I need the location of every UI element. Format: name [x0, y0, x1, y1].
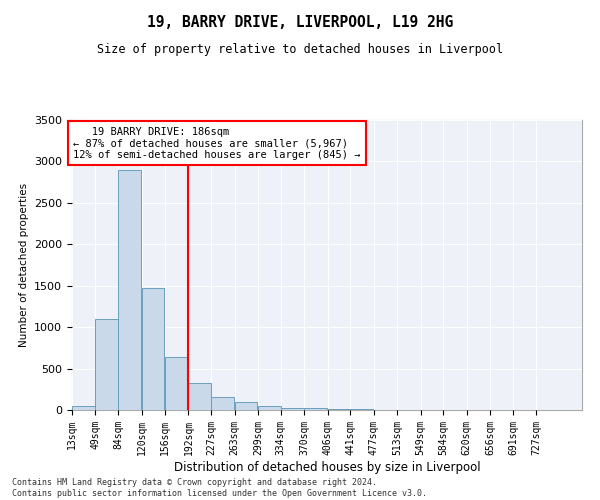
Text: 19 BARRY DRIVE: 186sqm
← 87% of detached houses are smaller (5,967)
12% of semi-: 19 BARRY DRIVE: 186sqm ← 87% of detached…	[73, 126, 361, 160]
Bar	[258, 406, 281, 410]
Bar	[118, 170, 141, 410]
X-axis label: Distribution of detached houses by size in Liverpool: Distribution of detached houses by size …	[173, 460, 481, 473]
Bar	[142, 288, 164, 410]
Text: Size of property relative to detached houses in Liverpool: Size of property relative to detached ho…	[97, 42, 503, 56]
Bar	[304, 408, 327, 410]
Bar	[72, 406, 95, 410]
Text: 19, BARRY DRIVE, LIVERPOOL, L19 2HG: 19, BARRY DRIVE, LIVERPOOL, L19 2HG	[147, 15, 453, 30]
Bar	[165, 357, 188, 410]
Bar	[95, 319, 118, 410]
Bar	[235, 402, 257, 410]
Text: Contains HM Land Registry data © Crown copyright and database right 2024.
Contai: Contains HM Land Registry data © Crown c…	[12, 478, 427, 498]
Bar	[188, 382, 211, 410]
Y-axis label: Number of detached properties: Number of detached properties	[19, 183, 29, 347]
Bar	[328, 409, 350, 410]
Bar	[281, 408, 304, 410]
Bar	[211, 397, 234, 410]
